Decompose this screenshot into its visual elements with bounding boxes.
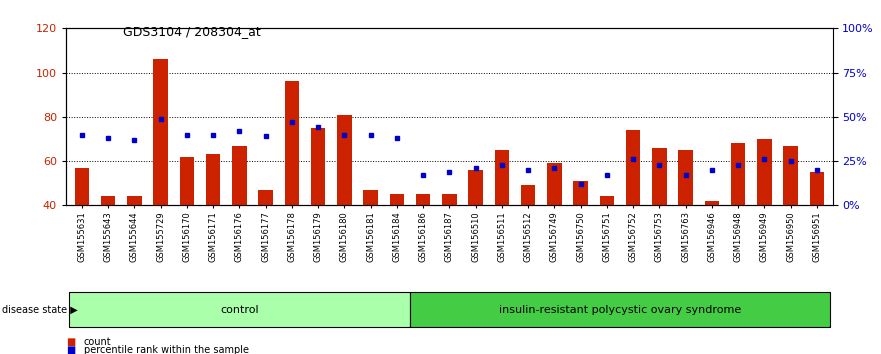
Bar bbox=[285, 81, 299, 205]
Text: control: control bbox=[220, 305, 259, 315]
Bar bbox=[757, 139, 772, 205]
Bar bbox=[574, 181, 588, 205]
Bar bbox=[416, 194, 430, 205]
Bar bbox=[521, 185, 536, 205]
Bar bbox=[652, 148, 667, 205]
Bar bbox=[153, 59, 167, 205]
Bar bbox=[600, 196, 614, 205]
Bar bbox=[100, 196, 115, 205]
Bar bbox=[232, 145, 247, 205]
Bar bbox=[363, 190, 378, 205]
Text: disease state ▶: disease state ▶ bbox=[2, 305, 78, 315]
Bar bbox=[469, 170, 483, 205]
Bar bbox=[206, 154, 220, 205]
Bar bbox=[678, 150, 692, 205]
Bar bbox=[180, 156, 194, 205]
Bar bbox=[311, 128, 325, 205]
Bar bbox=[127, 196, 142, 205]
Text: count: count bbox=[84, 337, 111, 347]
Bar bbox=[705, 201, 719, 205]
Bar bbox=[258, 190, 273, 205]
Bar bbox=[494, 150, 509, 205]
Bar bbox=[626, 130, 640, 205]
Text: ■: ■ bbox=[66, 346, 75, 354]
Text: ■: ■ bbox=[66, 337, 75, 347]
Bar bbox=[75, 168, 89, 205]
Bar bbox=[731, 143, 745, 205]
Text: percentile rank within the sample: percentile rank within the sample bbox=[84, 346, 248, 354]
Bar bbox=[810, 172, 824, 205]
Text: GDS3104 / 208304_at: GDS3104 / 208304_at bbox=[123, 25, 261, 38]
Bar bbox=[547, 163, 561, 205]
Bar bbox=[389, 194, 404, 205]
Bar bbox=[337, 115, 352, 205]
Text: insulin-resistant polycystic ovary syndrome: insulin-resistant polycystic ovary syndr… bbox=[499, 305, 741, 315]
Bar bbox=[783, 145, 798, 205]
Bar bbox=[442, 194, 456, 205]
